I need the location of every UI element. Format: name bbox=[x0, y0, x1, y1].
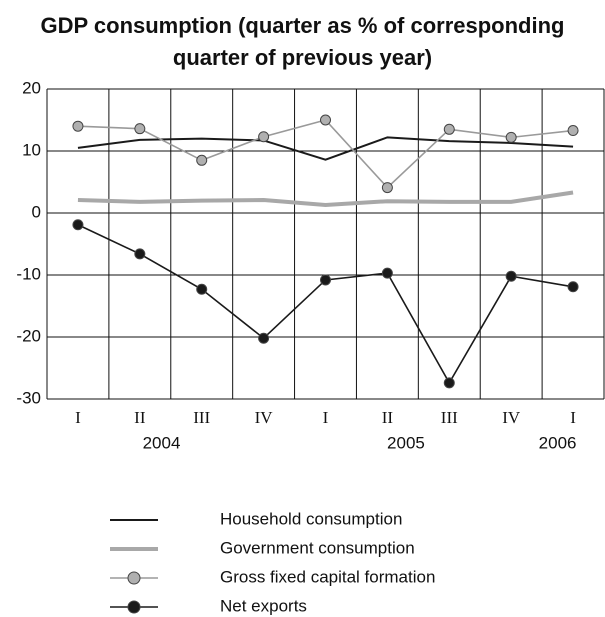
y-tick-label: -20 bbox=[16, 326, 41, 345]
x-tick-label: IV bbox=[255, 408, 274, 427]
legend-label: Household consumption bbox=[220, 509, 402, 528]
y-tick-label: 20 bbox=[22, 78, 41, 97]
point bbox=[258, 131, 270, 143]
x-tick-label: II bbox=[134, 408, 146, 427]
legend-label: Government consumption bbox=[220, 538, 415, 557]
x-tick-label: I bbox=[323, 408, 329, 427]
point bbox=[320, 274, 331, 286]
x-tick-label: III bbox=[441, 408, 458, 427]
point bbox=[134, 248, 146, 260]
point bbox=[72, 219, 84, 231]
x-tick-label: I bbox=[75, 408, 81, 427]
point bbox=[381, 267, 393, 279]
y-tick-label: 10 bbox=[22, 140, 41, 159]
point bbox=[134, 123, 146, 135]
year-label: 2006 bbox=[539, 433, 577, 452]
series-line bbox=[77, 136, 574, 161]
point bbox=[505, 270, 517, 282]
series-line bbox=[77, 119, 574, 189]
series-line bbox=[77, 224, 574, 385]
legend-label: Net exports bbox=[220, 596, 307, 615]
point bbox=[567, 125, 579, 137]
point bbox=[381, 182, 393, 194]
point bbox=[196, 154, 208, 166]
point bbox=[443, 377, 455, 389]
legend-marker bbox=[127, 571, 141, 585]
x-tick-label: I bbox=[570, 408, 576, 427]
y-tick-label: 0 bbox=[32, 202, 41, 221]
y-tick-label: -30 bbox=[16, 388, 41, 407]
y-tick-label: -10 bbox=[16, 264, 41, 283]
series-line bbox=[77, 190, 574, 207]
point bbox=[320, 114, 331, 126]
point bbox=[196, 283, 208, 295]
point bbox=[258, 332, 270, 344]
point bbox=[443, 123, 455, 135]
x-tick-label: II bbox=[382, 408, 394, 427]
legend-marker bbox=[127, 600, 141, 614]
chart-title: GDP consumption (quarter as % of corresp… bbox=[40, 13, 565, 70]
x-tick-label: III bbox=[193, 408, 210, 427]
x-tick-label: IV bbox=[502, 408, 521, 427]
year-label: 2004 bbox=[143, 433, 181, 452]
point bbox=[505, 131, 517, 143]
point bbox=[567, 281, 579, 293]
legend-label: Gross fixed capital formation bbox=[220, 567, 435, 586]
point bbox=[72, 120, 84, 132]
year-label: 2005 bbox=[387, 433, 425, 452]
